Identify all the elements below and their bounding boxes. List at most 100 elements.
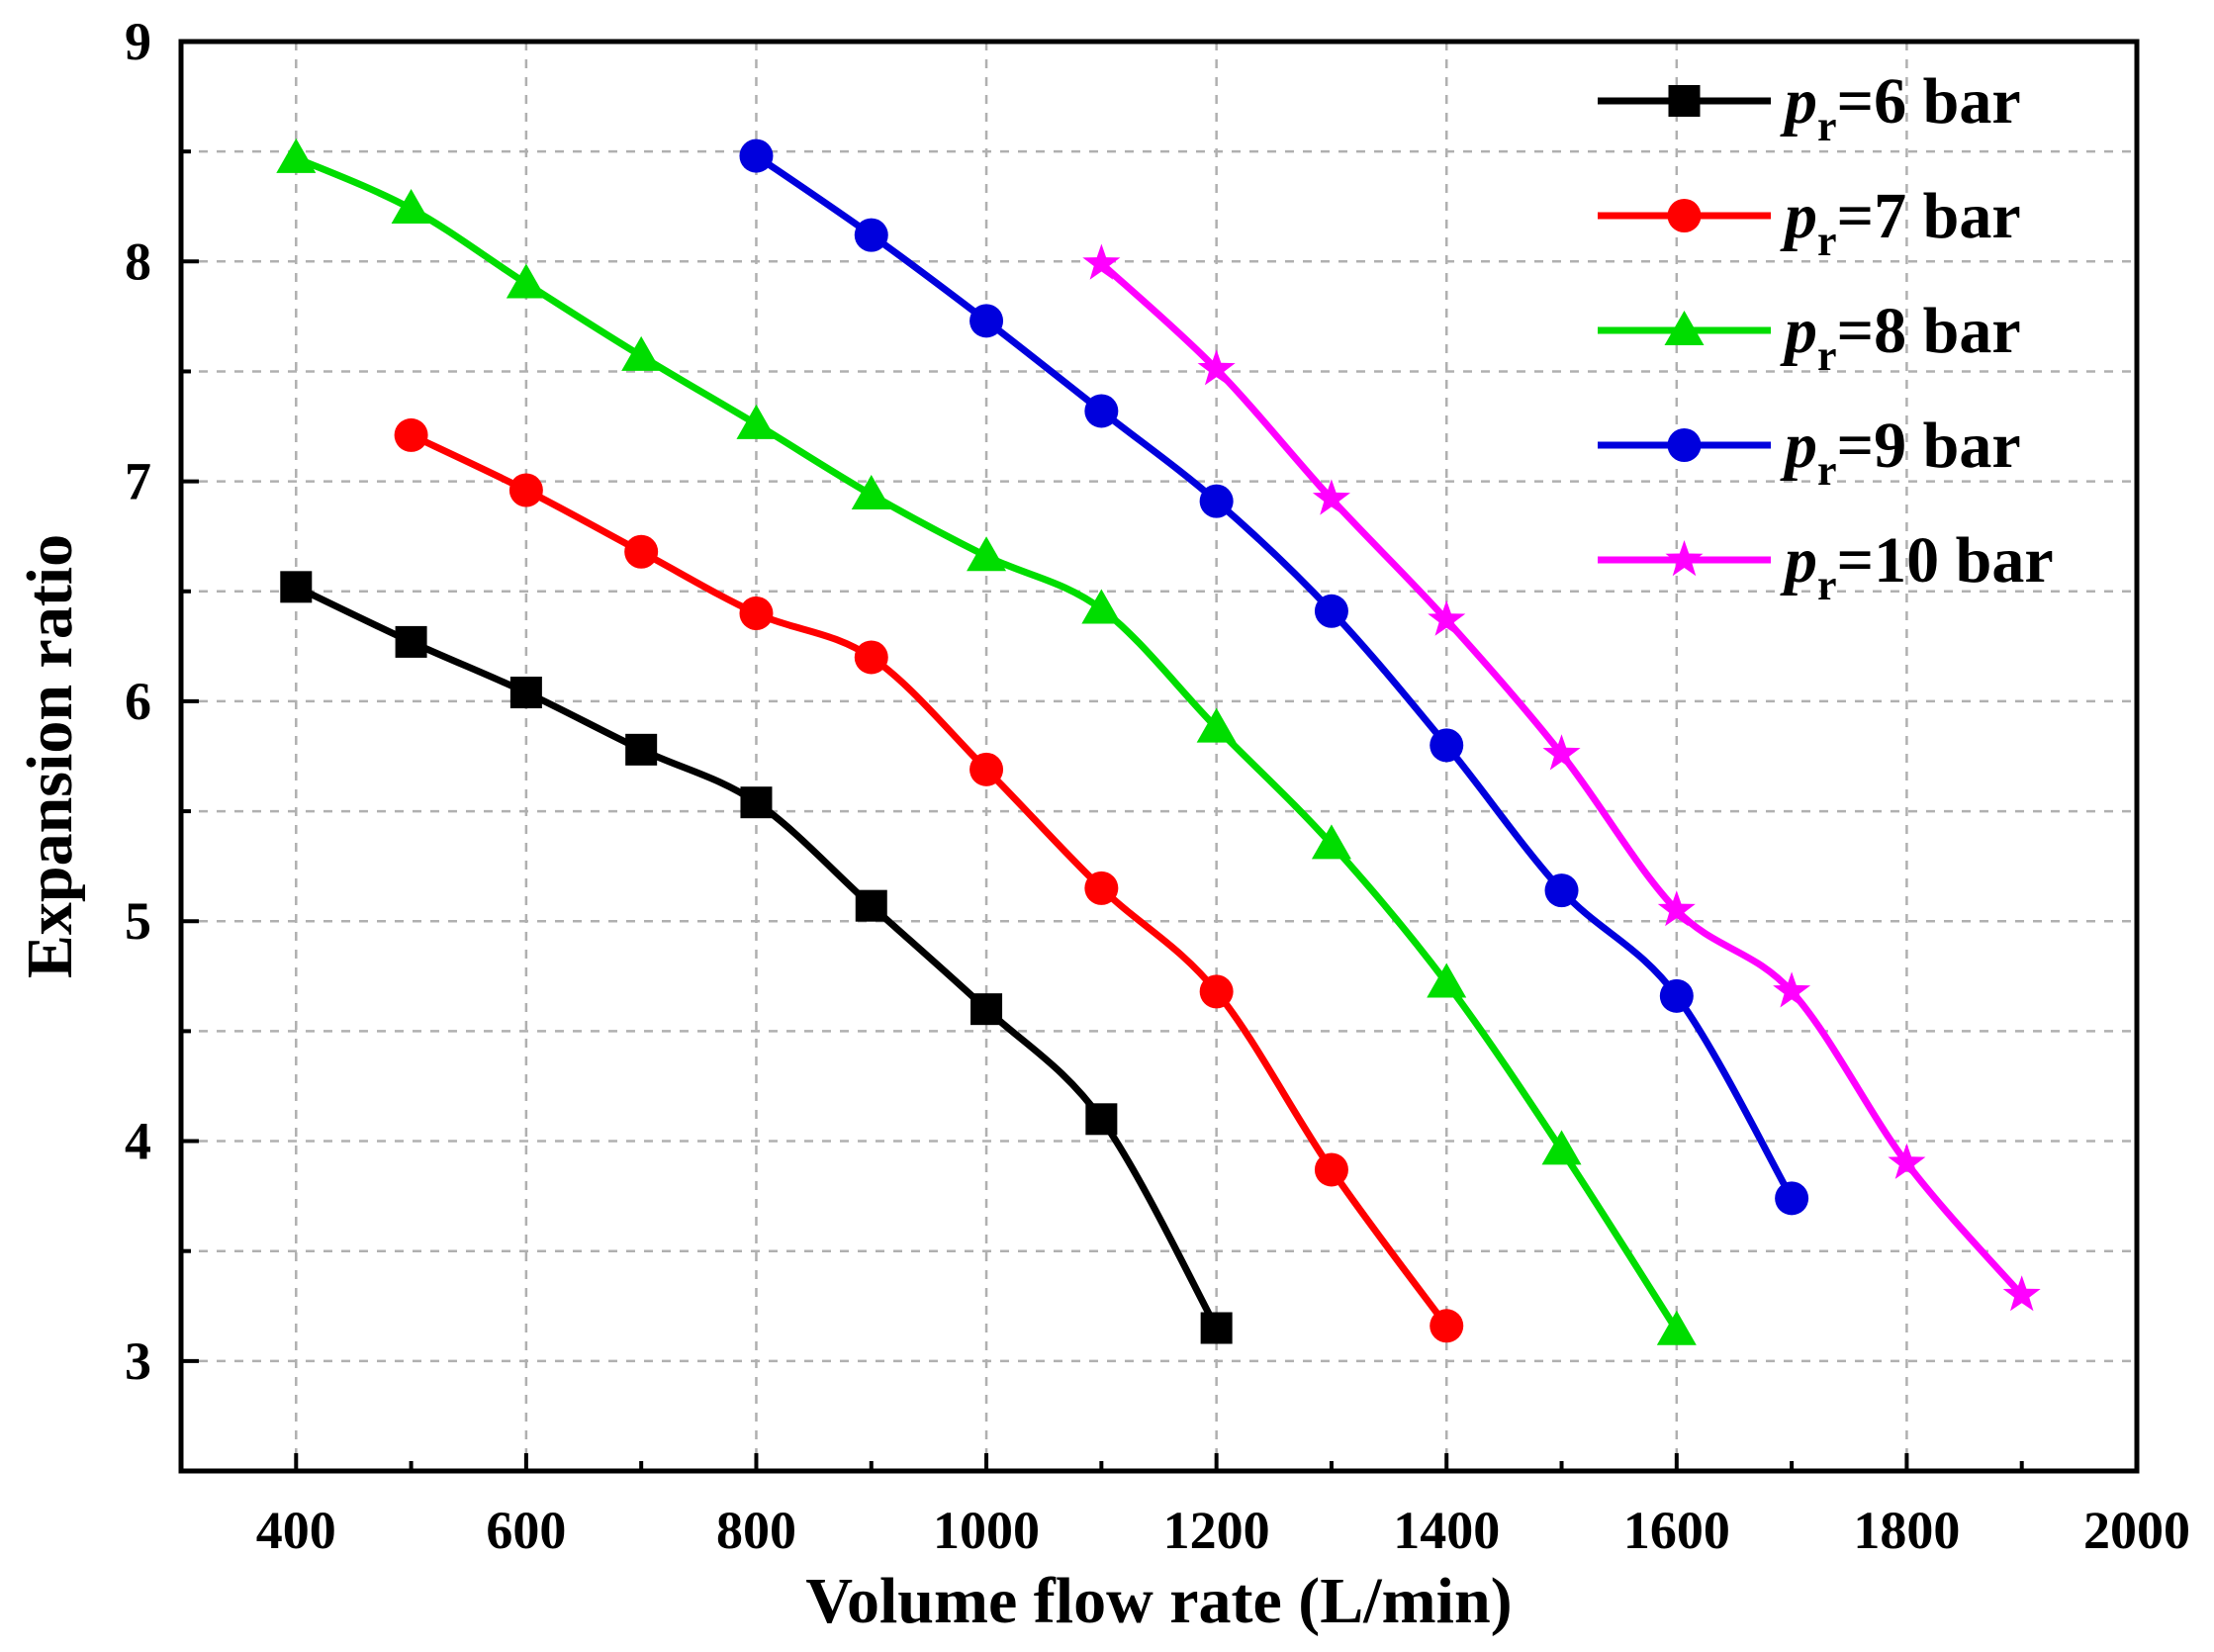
legend-label-sub: r: [1817, 561, 1837, 609]
data-point: [1312, 479, 1350, 515]
data-point: [1888, 1143, 1926, 1179]
y-tick-label: 5: [125, 891, 151, 951]
data-point: [1084, 871, 1119, 905]
legend-label: pr=10 bar: [1780, 524, 2054, 609]
x-tick-label: 1200: [1163, 1501, 1270, 1560]
data-point: [506, 263, 546, 299]
legend-entry-2: pr=7 bar: [1598, 180, 2021, 265]
data-point: [969, 752, 1004, 786]
x-tick-label: 400: [256, 1501, 336, 1560]
legend-label-rest: =6 bar: [1837, 65, 2021, 138]
data-point: [1314, 594, 1348, 628]
legend-marker: [1664, 311, 1705, 345]
legend-label-rest: =8 bar: [1837, 295, 2021, 367]
x-tick-label: 800: [716, 1501, 796, 1560]
data-point: [1311, 824, 1351, 860]
legend-label-rest: =10 bar: [1837, 524, 2054, 597]
data-point: [1775, 1181, 1809, 1216]
data-point: [854, 218, 888, 252]
y-tick-label: 7: [125, 452, 151, 511]
data-point: [1541, 1130, 1582, 1165]
series-2: [394, 417, 1464, 1343]
legend-label-main: p: [1780, 524, 1817, 597]
data-point: [1542, 734, 1581, 771]
data-point: [394, 417, 428, 452]
legend-label-rest: =7 bar: [1837, 180, 2021, 252]
data-point: [739, 138, 774, 173]
data-point: [1196, 707, 1237, 743]
legend-marker: [1667, 199, 1702, 232]
series-4: [739, 138, 1809, 1216]
legend-label: pr=9 bar: [1780, 410, 2021, 495]
legend-label: pr=8 bar: [1780, 295, 2021, 380]
data-point: [508, 473, 543, 507]
data-point: [276, 138, 317, 173]
x-tick-label: 2000: [2083, 1501, 2190, 1560]
y-tick-label: 6: [125, 672, 151, 731]
data-point: [280, 571, 313, 603]
data-point: [1199, 484, 1234, 518]
y-tick-label: 8: [125, 231, 151, 291]
data-point: [395, 625, 427, 658]
y-tick-label: 9: [125, 12, 151, 71]
data-point: [1314, 1152, 1348, 1187]
legend-label-main: p: [1780, 65, 1817, 138]
series-line: [410, 431, 1450, 1329]
data-point: [967, 536, 1007, 572]
legend-label-main: p: [1780, 295, 1817, 367]
legend-label-main: p: [1780, 180, 1817, 252]
legend-label-sub: r: [1817, 217, 1837, 265]
data-point: [1430, 1309, 1464, 1343]
data-point: [1197, 349, 1236, 386]
grid: [181, 42, 2137, 1471]
data-point: [1773, 971, 1811, 1008]
x-axis-title: Volume flow rate (L/min): [805, 1565, 1512, 1637]
data-point: [391, 188, 431, 224]
series-1: [280, 571, 1233, 1344]
y-tick-label: 4: [125, 1112, 151, 1171]
data-point: [1659, 978, 1694, 1013]
series-3: [276, 138, 1697, 1345]
legend-entry-3: pr=8 bar: [1598, 295, 2021, 380]
legend-marker: [1667, 428, 1702, 462]
legend-entry-5: pr=10 bar: [1598, 524, 2054, 609]
data-point: [1084, 394, 1119, 428]
data-point: [969, 304, 1004, 338]
data-point: [851, 474, 891, 509]
legend-label-main: p: [1780, 410, 1817, 482]
data-point: [739, 597, 774, 630]
legend-label-sub: r: [1817, 102, 1837, 150]
data-point: [1657, 890, 1696, 927]
data-point: [1085, 1103, 1118, 1136]
data-point: [624, 534, 659, 569]
data-point: [509, 677, 542, 709]
legend-label-sub: r: [1817, 446, 1837, 495]
x-tick-label: 1600: [1623, 1501, 1730, 1560]
data-point: [1081, 589, 1122, 624]
data-point: [1082, 243, 1121, 280]
legend-entry-4: pr=9 bar: [1598, 410, 2021, 495]
data-point: [1200, 1312, 1233, 1344]
data-point: [621, 335, 662, 371]
legend-entry-1: pr=6 bar: [1598, 65, 2021, 150]
legend-label: pr=6 bar: [1780, 65, 2021, 150]
data-point: [2002, 1275, 2041, 1312]
y-axis-title: Expansion ratio: [14, 534, 86, 978]
series-5: [1082, 243, 2041, 1312]
y-tick-label: 3: [125, 1331, 151, 1391]
legend-label-sub: r: [1817, 331, 1837, 380]
data-point: [1544, 873, 1579, 908]
series-line: [754, 152, 1796, 1201]
data-point: [855, 889, 887, 922]
data-point: [740, 786, 773, 819]
x-tick-label: 1400: [1393, 1501, 1500, 1560]
data-point: [1430, 728, 1464, 763]
data-point: [736, 404, 777, 439]
x-tick-label: 1800: [1853, 1501, 1960, 1560]
legend-label-rest: =9 bar: [1837, 410, 2021, 482]
plot-frame: [178, 39, 2140, 1474]
legend-marker: [1665, 540, 1704, 577]
data-point: [1427, 963, 1467, 998]
